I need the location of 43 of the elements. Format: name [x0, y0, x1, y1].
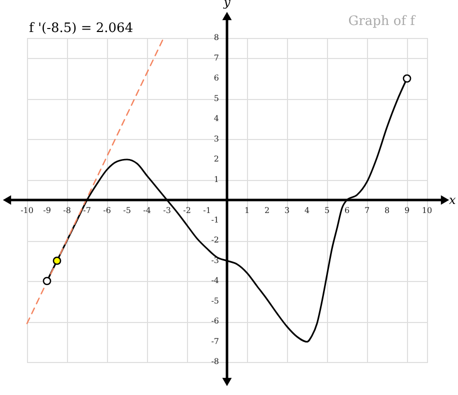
x-tick-label: 5: [324, 206, 330, 215]
y-tick-label: -6: [211, 316, 219, 326]
x-tick-label: 3: [284, 206, 290, 215]
y-axis-title: y: [222, 0, 231, 9]
x-tick-label: 10: [422, 206, 432, 215]
y-tick-label: -8: [211, 357, 219, 366]
text: f '(-8.5) = 2.064: [29, 21, 134, 36]
x-tick-label: 2: [264, 206, 270, 215]
x-tick-label: 7: [364, 206, 370, 215]
y-tick-label: 7: [214, 53, 219, 62]
y-tick-label: -5: [211, 296, 219, 306]
y-tick-label: 3: [214, 134, 219, 144]
point: [402, 74, 412, 83]
x-tick-label: -6: [103, 206, 111, 215]
y-tick-label: -2: [211, 236, 219, 244]
y-tick-label: -4: [211, 276, 219, 285]
y-tick-label: 4: [214, 114, 219, 123]
y-tick-label: 5: [214, 94, 219, 103]
point: [42, 276, 52, 286]
x-tick-label: -10: [20, 206, 34, 215]
point: [52, 256, 62, 265]
y-tick-label: 8: [214, 33, 219, 42]
x-tick-label: 9: [404, 206, 410, 215]
x-tick-label: -2: [183, 206, 191, 215]
y-tick-label: 1: [214, 174, 219, 184]
y-tick-label: 6: [214, 74, 219, 82]
x-tick-label: 4: [304, 206, 310, 215]
x-tick-label: -4: [143, 206, 151, 215]
y-tick-label: -3: [211, 256, 219, 265]
x-tick-label: -1: [203, 206, 211, 215]
x-tick-label: 8: [384, 206, 390, 215]
x-tick-label: -9: [43, 206, 51, 215]
y-tick-label: -7: [211, 336, 219, 346]
x-tick-label: -8: [63, 206, 71, 215]
x-axis-title: x: [449, 193, 456, 207]
x-tick-label: -3: [163, 206, 171, 215]
x-tick-label: 1: [244, 206, 250, 215]
x-tick-label: -5: [123, 206, 131, 215]
text: Graph of f: [348, 14, 416, 29]
x-tick-label: -7: [83, 206, 91, 215]
y-tick-label: 2: [214, 154, 219, 164]
x-tick-label: 6: [344, 206, 350, 215]
y-tick-label: -1: [211, 215, 219, 224]
